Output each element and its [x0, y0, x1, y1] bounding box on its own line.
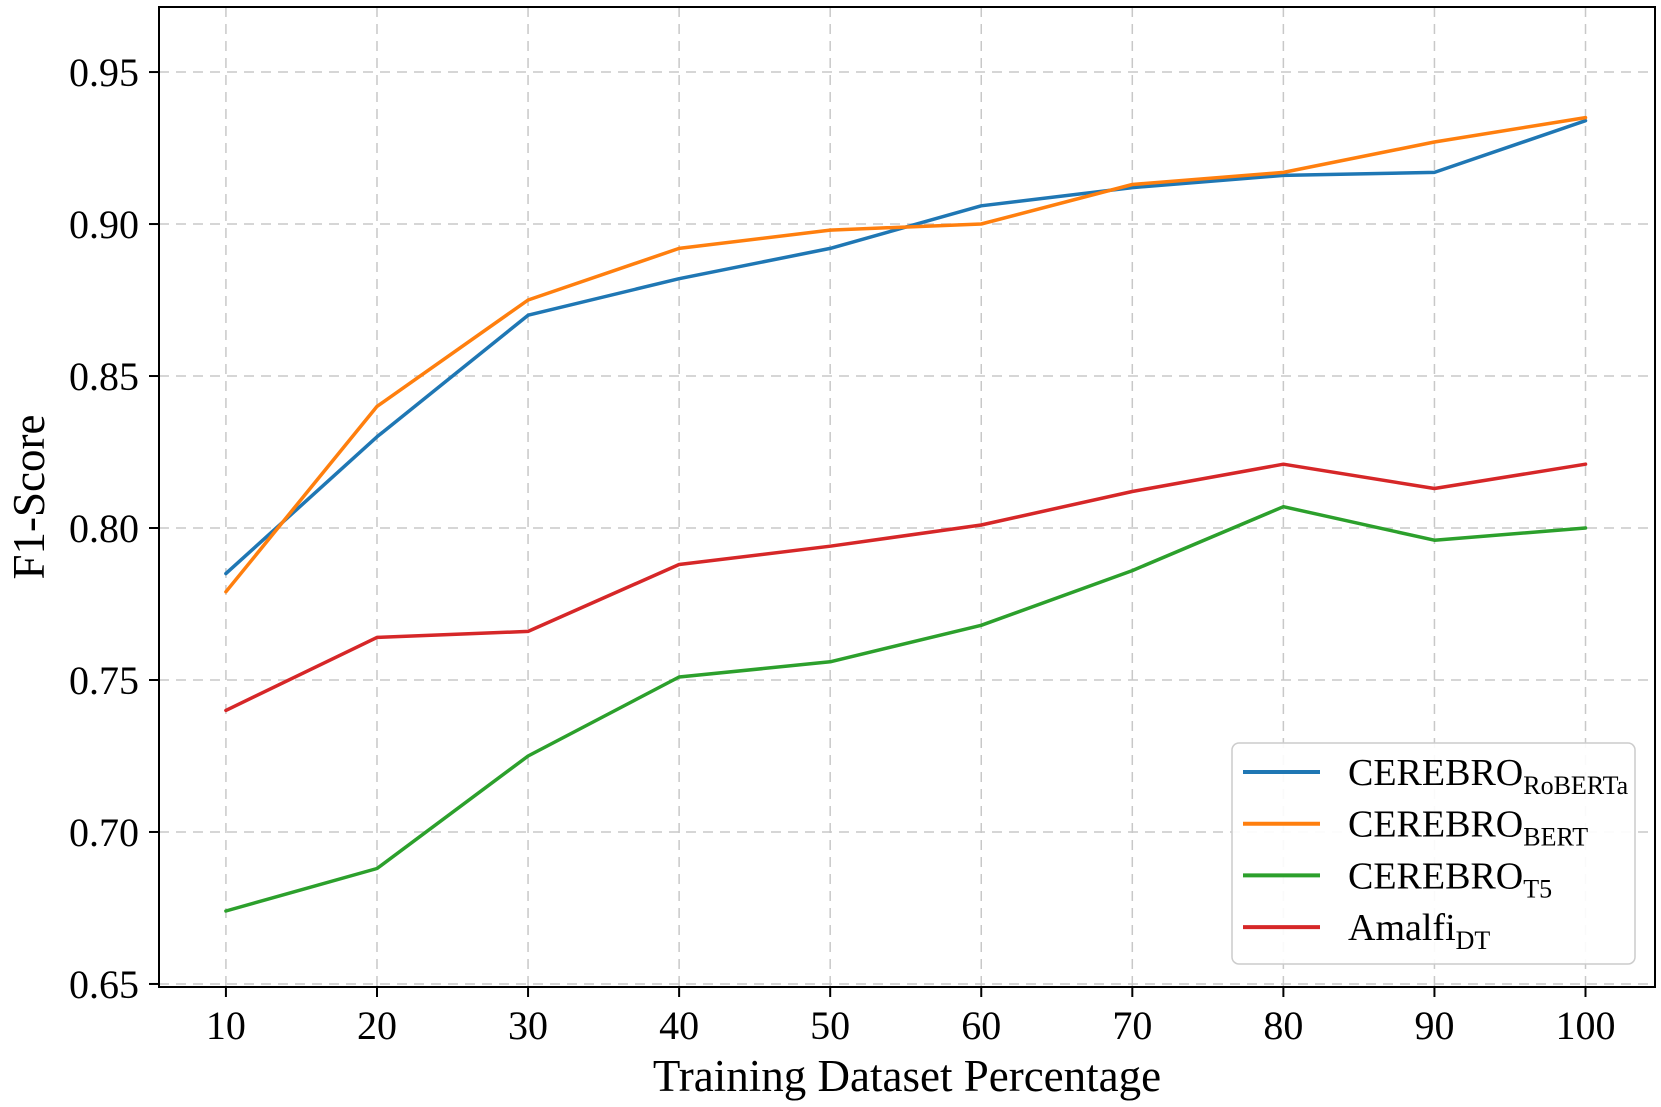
- series-layer: [224, 115, 1588, 913]
- x-tick-label: 90: [1414, 1003, 1454, 1048]
- legend-label-amalfi-dt: AmalfiDT: [1348, 907, 1490, 955]
- y-tick-label: 0.85: [69, 354, 139, 399]
- legend-box: [1231, 742, 1636, 965]
- y-tick-label: 0.90: [69, 202, 139, 247]
- series-line-cerebro-bert: [224, 115, 1588, 594]
- x-tick-label: 70: [1112, 1003, 1152, 1048]
- series-line-cerebro-t5: [224, 504, 1588, 913]
- y-tick-label: 0.70: [69, 810, 139, 855]
- y-tick-label: 0.80: [69, 506, 139, 551]
- x-tick-label: 30: [508, 1003, 548, 1048]
- plot-border: [158, 6, 1656, 988]
- legend: CEREBRORoBERTaCEREBROBERTCEREBROT5Amalfi…: [1231, 742, 1636, 965]
- series-line-cerebro-roberta: [224, 118, 1588, 576]
- legend-label-cerebro-bert: CEREBROBERT: [1348, 804, 1588, 852]
- x-tick-label: 40: [659, 1003, 699, 1048]
- y-tick-label: 0.65: [69, 962, 139, 1007]
- axes-layer: 10 20 30 40 50 60 70 80 90 100 0.65 0.70 0.75 0.80 0.8…: [69, 6, 1656, 1048]
- x-tick-label: 60: [961, 1003, 1001, 1048]
- x-tick-label: 50: [810, 1003, 850, 1048]
- y-axis-label: F1-Score: [4, 415, 54, 580]
- x-tick-label: 100: [1556, 1003, 1616, 1048]
- y-tick-label: 0.95: [69, 50, 139, 95]
- x-tick-label: 80: [1263, 1003, 1303, 1048]
- x-tick-label: 20: [357, 1003, 397, 1048]
- legend-label-cerebro-t5: CEREBROT5: [1348, 855, 1552, 903]
- x-tick-label: 10: [206, 1003, 246, 1048]
- series-line-amalfi-dt: [224, 462, 1588, 713]
- x-axis-label: Training Dataset Percentage: [653, 1051, 1161, 1101]
- legend-label-cerebro-roberta: CEREBRORoBERTa: [1348, 752, 1629, 800]
- y-tick-label: 0.75: [69, 658, 139, 703]
